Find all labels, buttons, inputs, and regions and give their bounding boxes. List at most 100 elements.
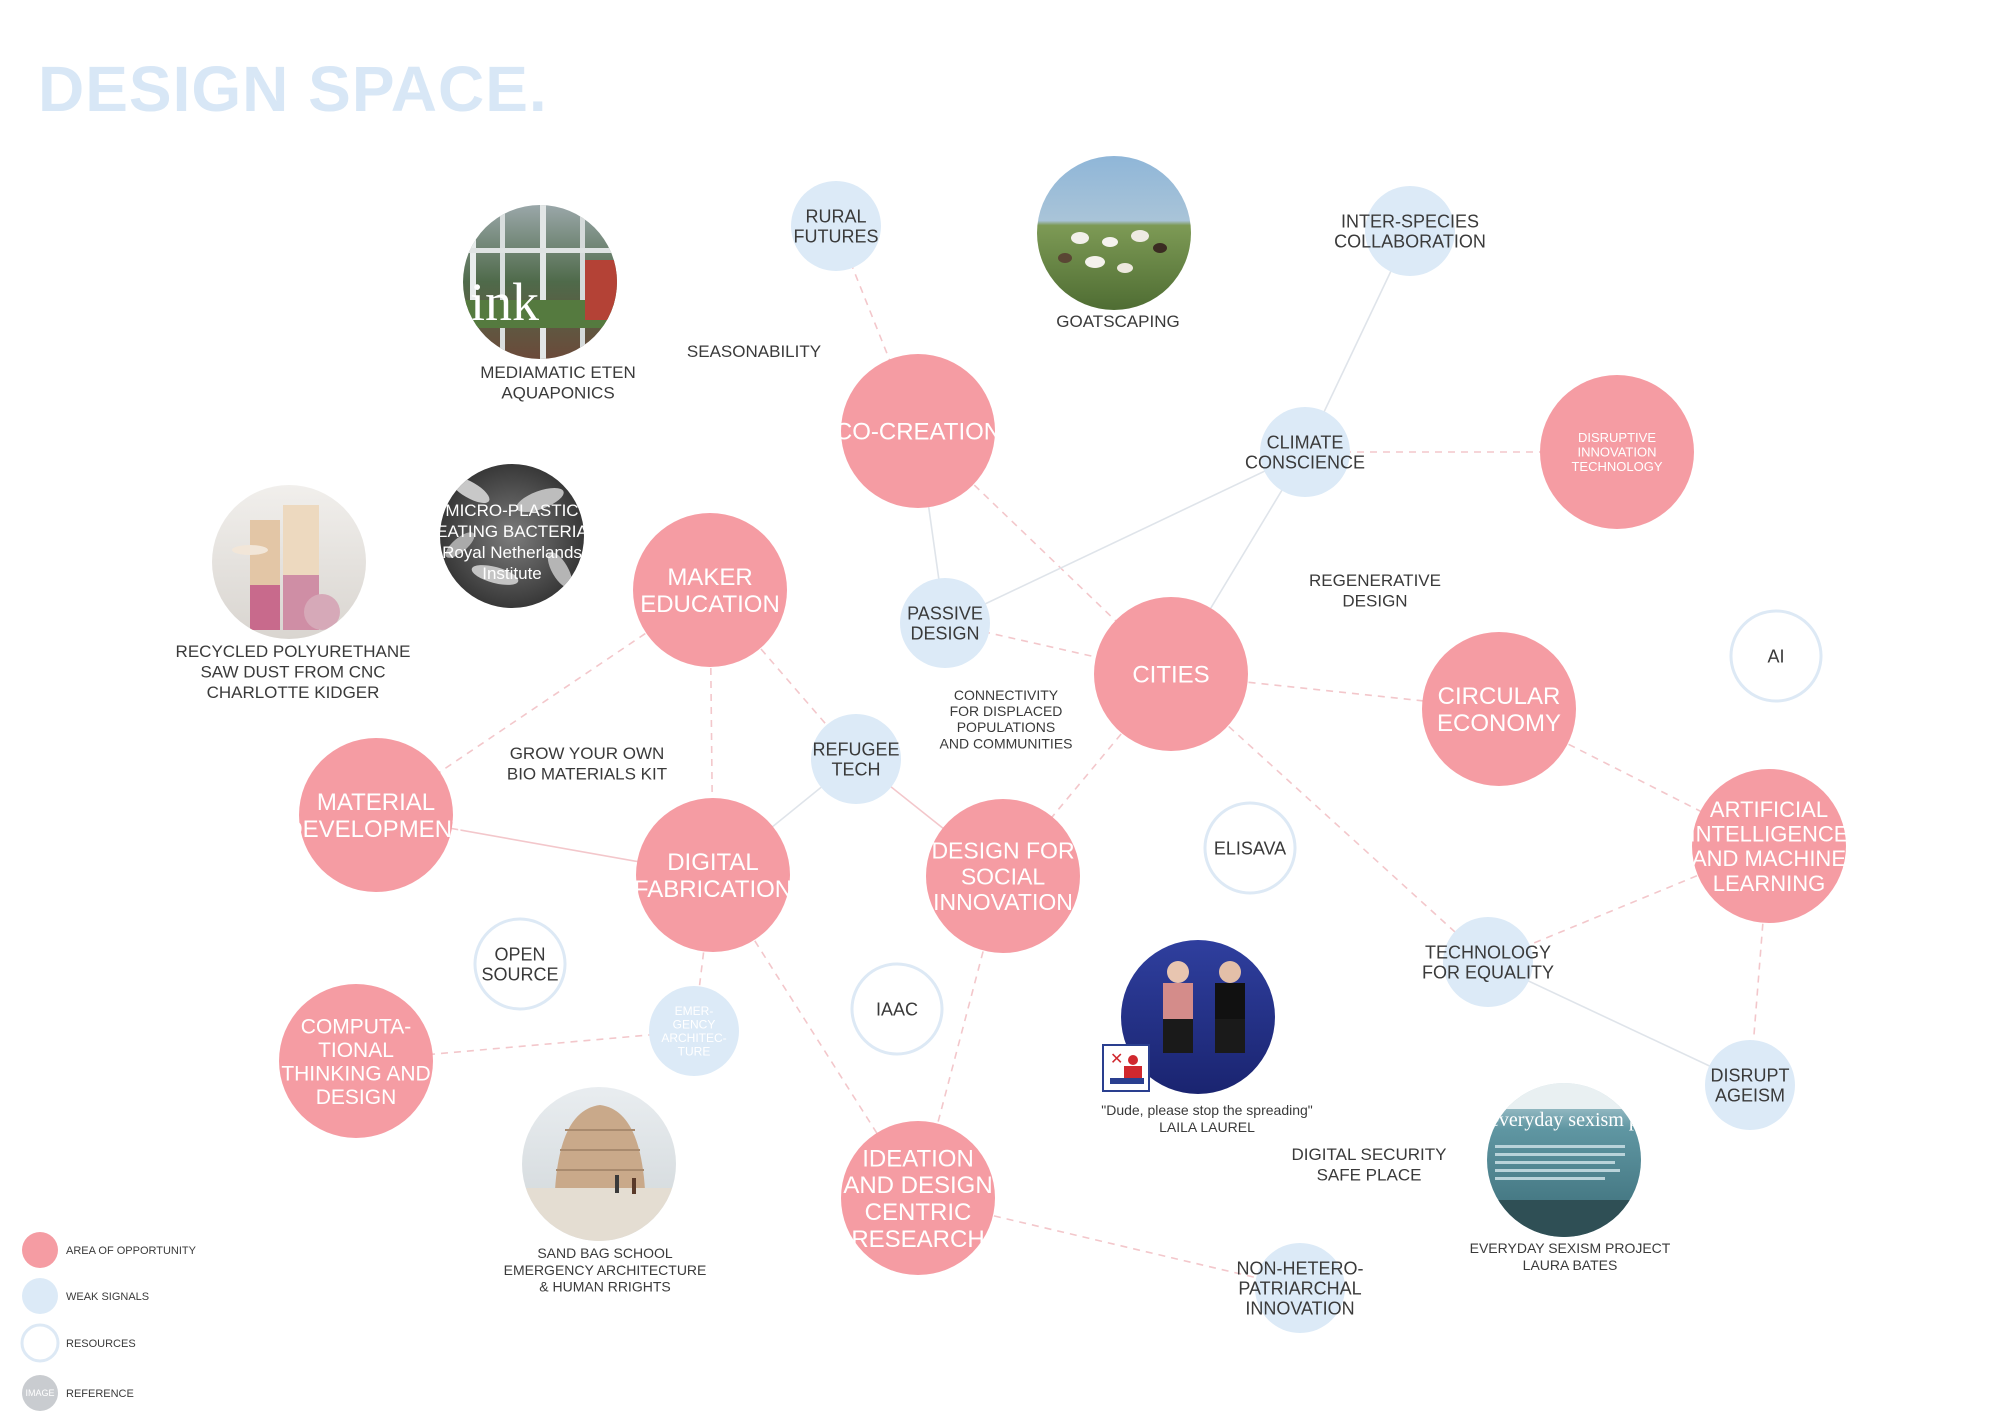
node-circle-opportunity [279, 984, 433, 1138]
node-label: ARTIFICIAL INTELLIGENCE AND MACHINE LEARNIN… [1690, 797, 1849, 896]
node-label: PASSIVE DESIGN [907, 603, 983, 643]
caption-recycled-polyurethane: RECYCLED POLYURETHANE SAW DUST FROM CNC CH… [176, 642, 411, 702]
manspreading-icon: ✕ [1102, 1044, 1150, 1092]
node-label: MAKER EDUCATION [640, 564, 780, 618]
node-label: CITIES [1132, 662, 1209, 689]
label-grow-bio-materials: GROW YOUR OWN BIO MATERIALS KIT [507, 744, 667, 783]
node-rural-futures[interactable]: RURAL FUTURES [791, 181, 881, 271]
node-label: COMPUTA-TIONAL THINKING AND DESIGN [281, 1015, 430, 1109]
node-circle-weak [1443, 917, 1533, 1007]
edge-climate-conscience-to-passive-design [944, 451, 1306, 624]
edge-ai-ml-to-technology-equality [1487, 845, 1770, 963]
node-technology-equality[interactable]: TECHNOLOGY FOR EQUALITY [1422, 917, 1554, 1007]
reference-goatscaping [1037, 156, 1191, 310]
stools-photo [212, 485, 366, 639]
node-inter-species[interactable]: INTER-SPECIES COLLABORATION [1334, 186, 1486, 276]
node-co-creation[interactable]: CO-CREATION [835, 354, 1001, 508]
everyday-sexism-overlay-text: everyday sexism p [1490, 1109, 1639, 1131]
label-regenerative-design: REGENERATIVE DESIGN [1309, 571, 1441, 610]
website-photo: everyday sexism p [1487, 1083, 1641, 1237]
node-circle-weak [1260, 407, 1350, 497]
node-circle-opportunity [1540, 375, 1694, 529]
caption-mediamatic: MEDIAMATIC ETEN AQUAPONICS [480, 363, 636, 402]
node-label: MATERIAL DEVELOPMENT [285, 789, 467, 843]
node-circle-opportunity [1094, 597, 1248, 751]
node-circle-opportunity [636, 798, 790, 952]
legend-swatch [20, 1323, 60, 1363]
node-circle-resource [1203, 801, 1297, 895]
node-cities[interactable]: CITIES [1094, 597, 1248, 751]
node-non-hetero[interactable]: NON-HETERO-PATRIARCHAL INNOVATION [1237, 1243, 1364, 1333]
legend-item-resource: RESOURCES [20, 1323, 136, 1363]
node-circle-opportunity [926, 799, 1080, 953]
legend-item-weak: WEAK SIGNALS [22, 1278, 149, 1314]
node-circle-opportunity [299, 738, 453, 892]
caption-everyday-sexism: EVERYDAY SEXISM PROJECT LAURA BATES [1470, 1240, 1671, 1273]
legend-label: REFERENCE [66, 1388, 134, 1400]
reference-captions: MEDIAMATIC ETEN AQUAPONICS GOATSCAPING RECY… [176, 312, 1671, 1295]
node-disruptive-innovation[interactable]: DISRUPTIVE INNOVATION TECHNOLOGY [1540, 375, 1694, 529]
node-computational-thinking[interactable]: COMPUTA-TIONAL THINKING AND DESIGN [279, 984, 433, 1138]
node-label: DESIGN FOR SOCIAL INNOVATION [931, 838, 1074, 916]
reference-microplastic: MICRO-PLASTIC EATING BACTERIA Royal Nether… [436, 464, 589, 608]
label-digital-security: DIGITAL SECURITY SAFE PLACE [1292, 1145, 1447, 1184]
edge-technology-equality-to-disrupt-ageism [1487, 961, 1751, 1086]
node-material-development[interactable]: MATERIAL DEVELOPMENT [285, 738, 467, 892]
node-circle-weak [811, 714, 901, 804]
greenhouse-photo: ink [463, 205, 617, 359]
label-connectivity: CONNECTIVITY FOR DISPLACED POPULATIONS AND … [940, 687, 1073, 751]
node-design-social-innovation[interactable]: DESIGN FOR SOCIAL INNOVATION [926, 799, 1080, 953]
node-refugee-tech[interactable]: REFUGEE TECH [811, 714, 901, 804]
node-iaac[interactable]: IAAC [850, 962, 944, 1056]
legend-item-opportunity: AREA OF OPPORTUNITY [22, 1232, 197, 1268]
node-circle-opportunity [841, 1121, 995, 1275]
node-label: AI [1767, 646, 1784, 666]
node-elisava[interactable]: ELISAVA [1203, 801, 1297, 895]
node-circular-economy[interactable]: CIRCULAR ECONOMY [1422, 632, 1576, 786]
node-circle-resource [1729, 609, 1823, 703]
node-climate-conscience[interactable]: CLIMATE CONSCIENCE [1245, 407, 1365, 497]
legend-swatch [22, 1375, 58, 1411]
caption-sand-bag-school: SAND BAG SCHOOL EMERGENCY ARCHITECTURE & H… [504, 1245, 707, 1295]
node-ideation-research[interactable]: IDEATION AND DESIGN CENTRIC RESEARCH [841, 1121, 995, 1275]
legend-swatch [22, 1278, 58, 1314]
reference-recycled-polyurethane [212, 485, 366, 639]
node-circle-weak [1255, 1243, 1345, 1333]
node-ai-ml[interactable]: ARTIFICIAL INTELLIGENCE AND MACHINE LEARNIN… [1690, 769, 1849, 923]
legend-label: AREA OF OPPORTUNITY [66, 1245, 197, 1257]
label-seasonability: SEASONABILITY [687, 342, 821, 361]
node-circle-weak [1365, 186, 1455, 276]
node-open-source[interactable]: OPEN SOURCE [473, 917, 567, 1011]
node-circle-resource [850, 962, 944, 1056]
node-circle-weak [791, 181, 881, 271]
microplastic-overlay-text: MICRO-PLASTIC EATING BACTERIA Royal Nether… [436, 501, 588, 583]
node-label: REFUGEE TECH [812, 739, 899, 779]
legend-item-reference: IMAGE REFERENCE [22, 1375, 134, 1411]
reference-mediamatic: ink [463, 205, 617, 359]
goats-photo [1037, 156, 1191, 310]
node-maker-education[interactable]: MAKER EDUCATION [633, 513, 787, 667]
node-ai[interactable]: AI [1729, 609, 1823, 703]
caption-laila-laurel: "Dude, please stop the spreading" LAILA L… [1101, 1102, 1313, 1135]
legend-swatch-text: IMAGE [25, 1388, 54, 1398]
node-label: TECHNOLOGY FOR EQUALITY [1422, 942, 1554, 982]
node-circle-opportunity [633, 513, 787, 667]
legend: AREA OF OPPORTUNITY WEAK SIGNALS RESOURCES… [20, 1232, 197, 1411]
node-disrupt-ageism[interactable]: DISRUPT AGEISM [1705, 1040, 1795, 1130]
node-label: INTER-SPECIES COLLABORATION [1334, 211, 1486, 251]
node-label: EMER-GENCY ARCHITEC-TURE [661, 1004, 726, 1058]
legend-label: WEAK SIGNALS [66, 1291, 149, 1303]
node-emergency-architecture[interactable]: EMER-GENCY ARCHITEC-TURE [649, 986, 739, 1076]
node-circle-opportunity [1422, 632, 1576, 786]
node-label: CLIMATE CONSCIENCE [1245, 432, 1365, 472]
node-passive-design[interactable]: PASSIVE DESIGN [900, 578, 990, 668]
free-labels: SEASONABILITY REGENERATIVE DESIGN GROW YOUR… [507, 342, 1447, 1184]
svg-text:✕: ✕ [1110, 1049, 1123, 1068]
node-circle-weak [649, 986, 739, 1076]
nodes: CO-CREATION MAKER EDUCATION CITIES DISRUPTIV… [279, 181, 1848, 1333]
node-label: CIRCULAR ECONOMY [1437, 683, 1561, 737]
node-label: RURAL FUTURES [794, 206, 879, 246]
node-digital-fabrication[interactable]: DIGITAL FABRICATION [634, 798, 792, 952]
legend-swatch [22, 1232, 58, 1268]
